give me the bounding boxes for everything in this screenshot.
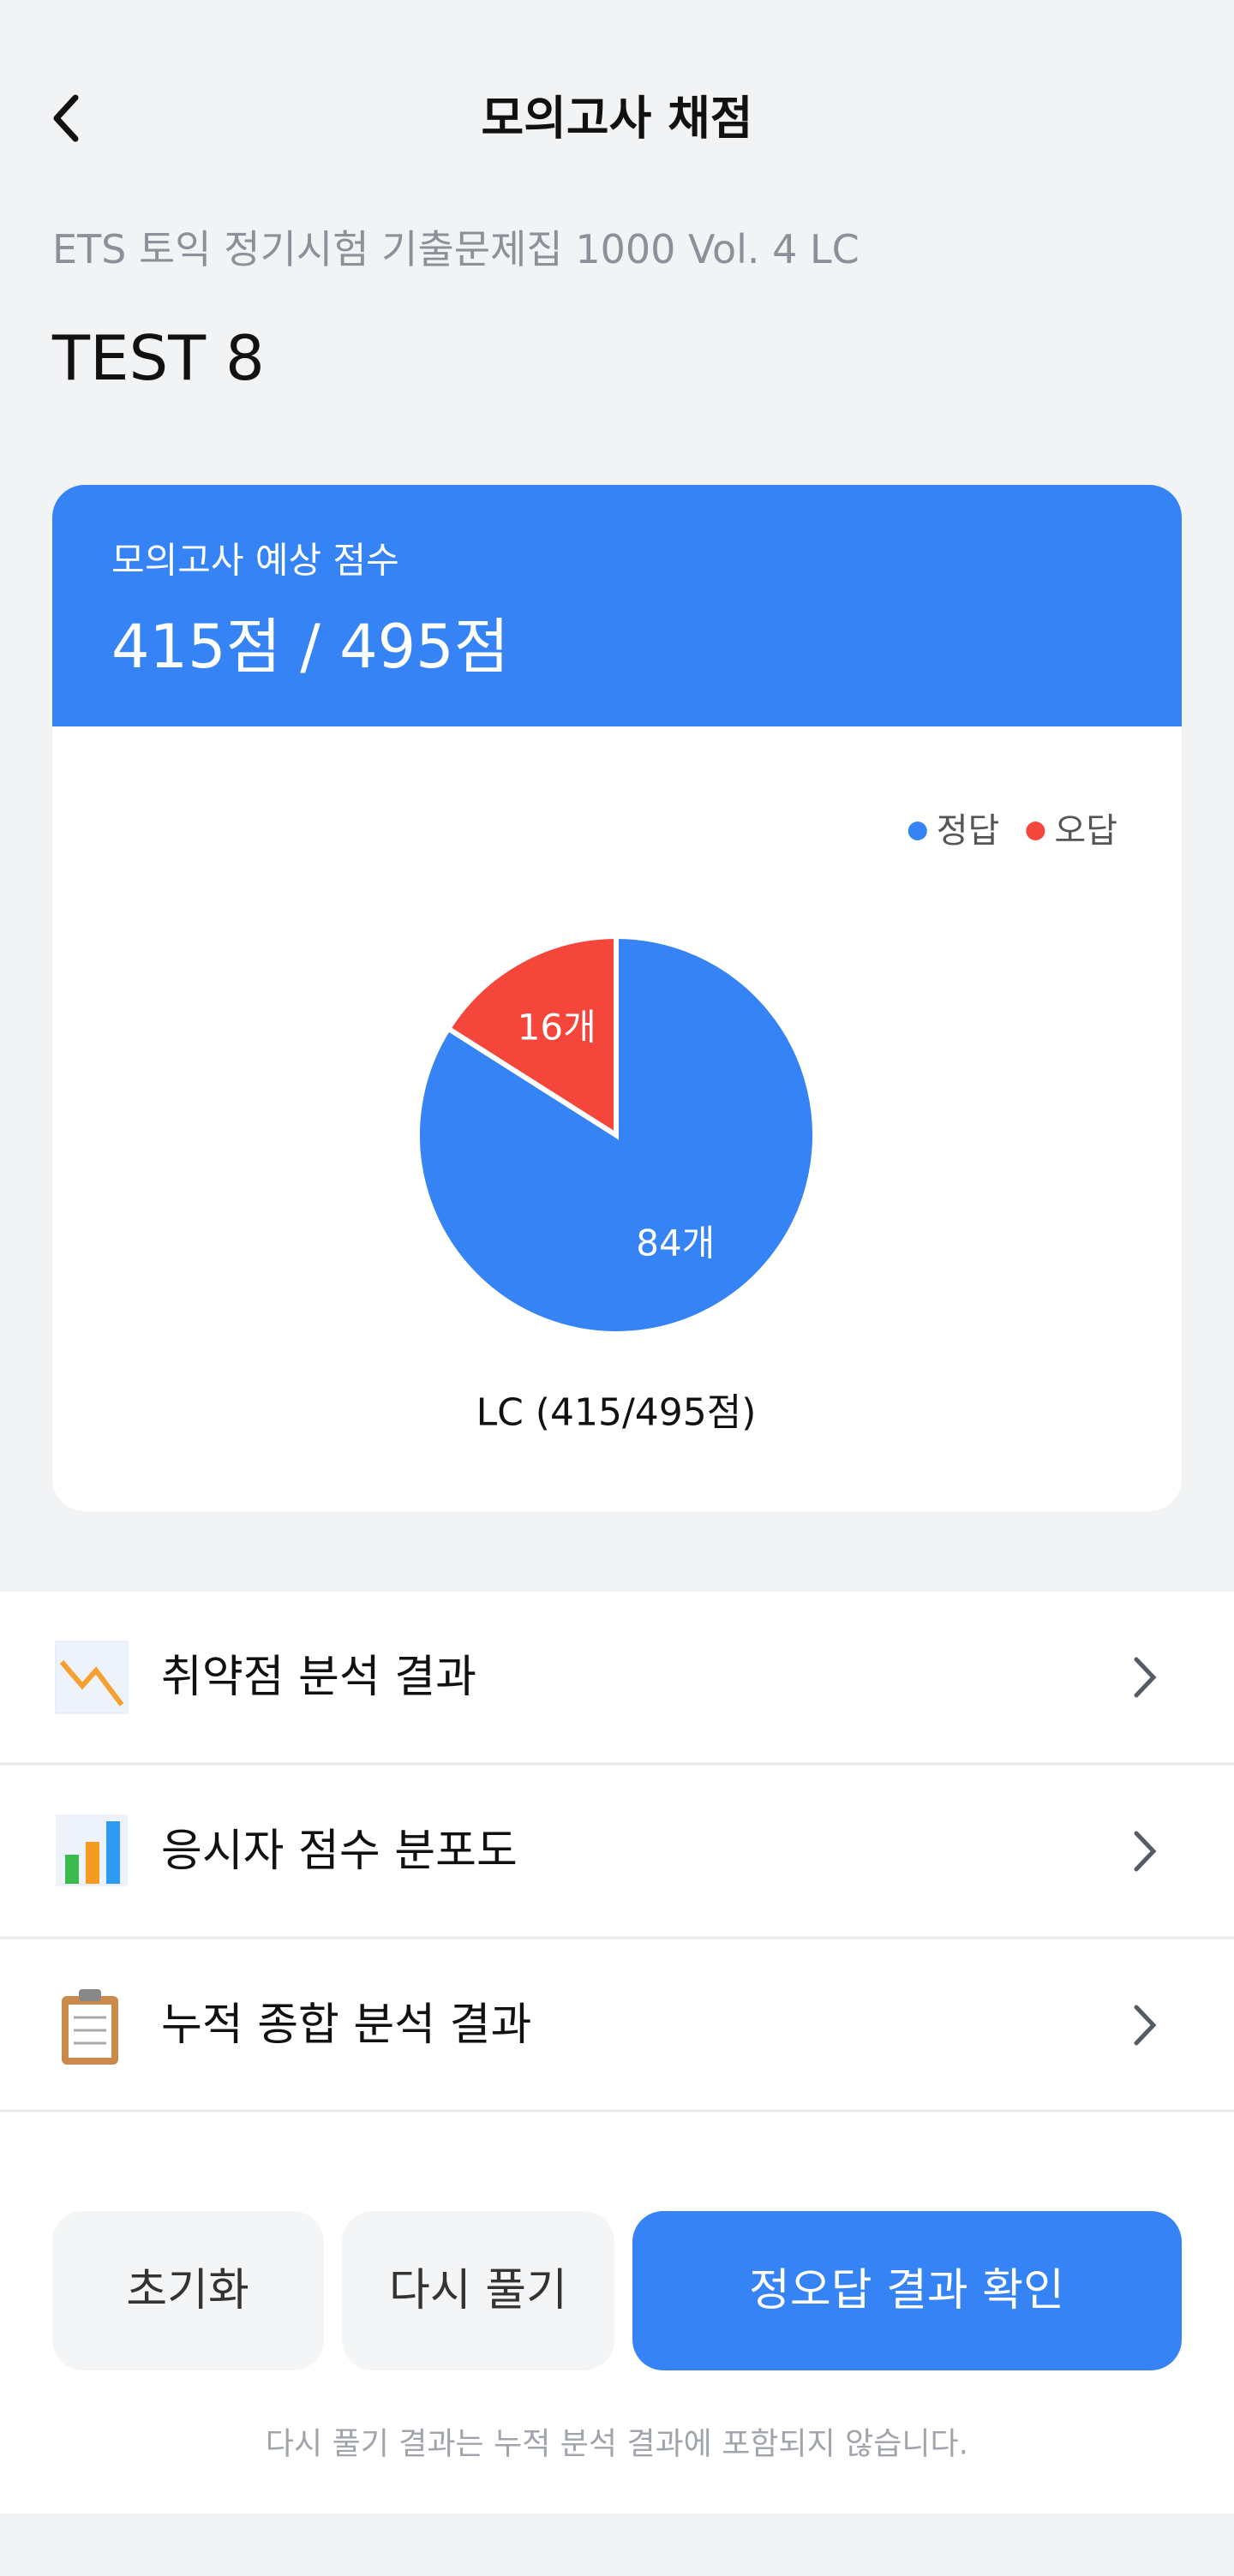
icon-bar (65, 1855, 79, 1884)
reset-button[interactable] (52, 2211, 324, 2370)
icon-line (59, 1660, 124, 1706)
icon-lines (74, 2016, 106, 2045)
menu-label: 누적 종합 분석 결과 (161, 1999, 531, 2051)
legend-label: 오답 (1054, 811, 1117, 851)
menu-section (0, 1592, 1234, 2513)
chevron (1134, 1657, 1157, 1698)
score: 415점 / 495점 (111, 612, 509, 682)
footnote: 다시 풀기 결과는 누적 분석 결과에 포함되지 않습니다. (266, 2427, 968, 2462)
retry-button[interactable] (342, 2211, 614, 2370)
legend-dot (1026, 822, 1045, 840)
legend-label: 정답 (937, 811, 1000, 851)
slice-label: 16개 (518, 1006, 596, 1048)
chevron (1134, 2005, 1157, 2046)
legend-dot (908, 822, 927, 840)
chevron (1134, 1831, 1157, 1872)
back-button[interactable] (53, 94, 79, 142)
icon-bar (86, 1842, 99, 1884)
pie-slice (444, 933, 619, 1140)
button-label: 다시 풀기 (389, 2265, 567, 2316)
result-button[interactable] (632, 2211, 1182, 2370)
score-label: 모의고사 예상 점수 (111, 540, 399, 582)
menu-item[interactable]: 응시자 점수 분포도 (56, 1814, 1157, 1886)
test-title: TEST 8 (51, 322, 265, 394)
slice-label: 84개 (636, 1222, 715, 1264)
menu-item[interactable]: 누적 종합 분석 결과 (62, 1989, 1157, 2065)
score-card-header (52, 485, 1182, 726)
book-title: ETS 토익 정기시험 기출문제집 1000 Vol. 4 LC (52, 226, 860, 272)
menu-label: 응시자 점수 분포도 (161, 1826, 518, 1877)
button-label: 정오답 결과 확인 (749, 2265, 1064, 2316)
clipboard-clip (79, 1989, 101, 2001)
header-title: 모의고사 채점 (482, 92, 753, 146)
chart-caption: LC (415/495점) (476, 1391, 757, 1435)
pie-chart: 84개 16개 오답 정답 (415, 811, 1117, 1336)
button-label: 초기화 (126, 2265, 249, 2316)
menu-item[interactable]: 취약점 분석 결과 (55, 1641, 1157, 1714)
menu-label: 취약점 분석 결과 (161, 1652, 476, 1703)
icon-bar (106, 1821, 120, 1884)
